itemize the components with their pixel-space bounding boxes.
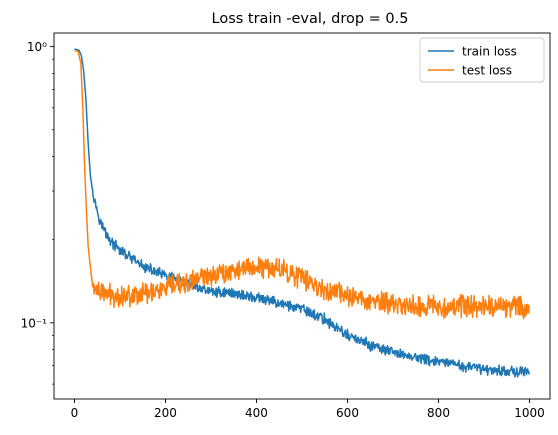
x-tick-label: 800: [427, 406, 450, 420]
legend-box: [419, 37, 545, 83]
y-tick-label: 10⁰: [27, 40, 47, 54]
series-line-train-loss: [74, 48, 531, 378]
y-tick-label: 10⁻¹: [21, 316, 48, 330]
x-tick-label: 0: [71, 406, 79, 420]
legend-label: train loss: [462, 45, 517, 59]
series-line-test-loss: [74, 49, 531, 320]
series-layer: [74, 48, 531, 378]
legend: train loss test loss: [419, 37, 545, 83]
legend-label: test loss: [462, 64, 512, 78]
x-tick-label: 200: [154, 406, 177, 420]
x-tick-label: 1000: [514, 406, 545, 420]
plot-frame: [53, 32, 551, 400]
chart-title: Loss train -eval, drop = 0.5: [212, 11, 409, 27]
x-tick-label: 400: [245, 406, 268, 420]
axes-layer: 0 200 400 600 800 1000 10⁻¹ 10⁰: [21, 32, 551, 420]
x-tick-label: 600: [336, 406, 359, 420]
